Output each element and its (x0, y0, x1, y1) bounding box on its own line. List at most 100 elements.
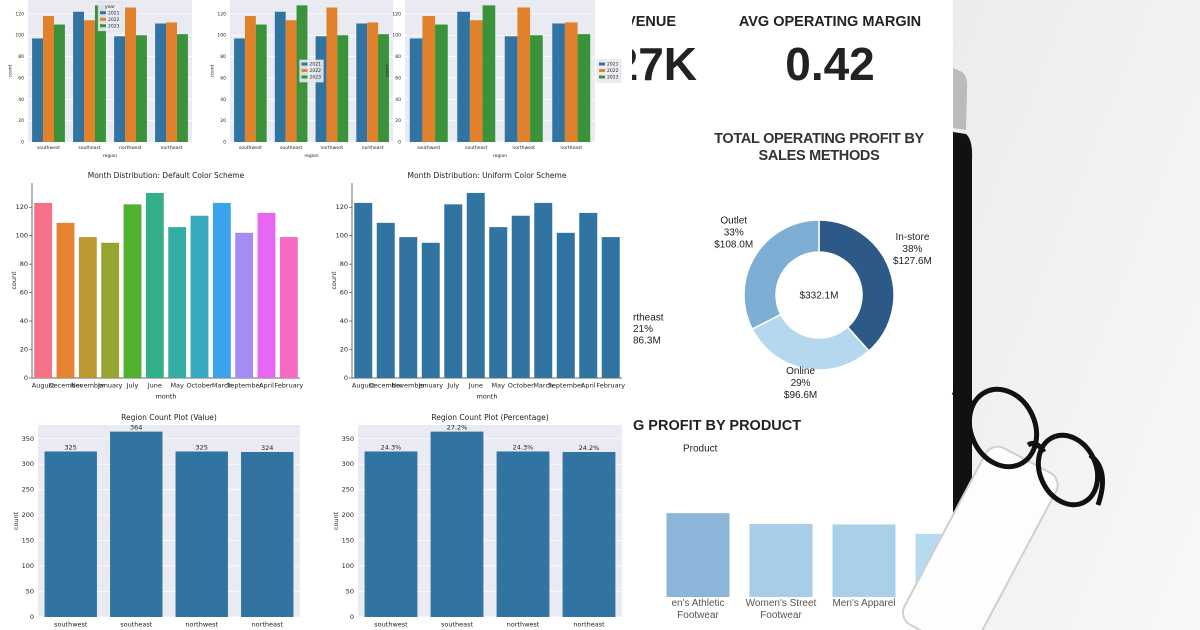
legend-box (97, 1, 123, 32)
x-tick-label: Men's Apparel (832, 598, 896, 609)
bar (564, 22, 578, 143)
y-tick-label: 0 (30, 613, 34, 621)
x-tick-label: southeast (465, 145, 487, 151)
bar (166, 22, 177, 143)
cropped-label: rtheast (633, 313, 664, 324)
value-label: 325 (65, 443, 77, 451)
y-axis-label: count (12, 511, 20, 530)
y-tick-label: 100 (217, 33, 226, 39)
x-tick-label: October (508, 382, 534, 390)
bar (530, 35, 543, 143)
bar (44, 451, 97, 617)
x-tick-label: August (32, 382, 55, 390)
x-tick-label: northwest (507, 621, 540, 629)
x-tick-label: southeast (441, 621, 474, 629)
x-tick-label: southwest (54, 621, 88, 629)
legend-swatch (301, 75, 308, 79)
bar (190, 215, 209, 378)
y-axis-label: count (210, 64, 216, 77)
x-tick-label: September (548, 382, 584, 390)
bar (356, 23, 368, 142)
bar (749, 524, 813, 597)
y-tick-label: 100 (392, 33, 401, 39)
bar (257, 212, 276, 378)
chart-title: TOTAL OPERATING PROFIT BY SALES METHODS (714, 131, 924, 164)
bar (34, 202, 53, 378)
bar (562, 451, 616, 617)
y-axis-label: count (330, 271, 338, 290)
slice-label: In-store (895, 232, 929, 243)
legend-label: 2021 (607, 62, 619, 68)
x-tick-label: April (259, 382, 274, 390)
x-axis-label: region (304, 153, 318, 159)
bar (56, 222, 75, 378)
bar (84, 20, 95, 143)
bar (176, 34, 188, 142)
bar (78, 237, 97, 378)
bar (94, 5, 106, 142)
legend-label: 2023 (310, 75, 322, 81)
x-tick-label: northwest (321, 145, 344, 151)
y-tick-label: 80 (20, 260, 28, 268)
y-tick-label: 0 (344, 374, 348, 382)
x-tick-label: May (492, 382, 506, 390)
x-tick-label: southwest (374, 621, 408, 629)
bar (832, 524, 896, 597)
legend-label: 2022 (310, 68, 322, 74)
cropped-label: 86.3M (633, 336, 661, 347)
value-label: 364 (130, 424, 142, 432)
bar (517, 7, 531, 143)
legend-title: Product (683, 444, 718, 455)
y-tick-label: 0 (21, 140, 24, 146)
x-tick-label: December (49, 382, 83, 390)
kpi-value: 27K (613, 38, 697, 90)
y-tick-label: 20 (395, 118, 401, 124)
x-tick-label: November (71, 382, 105, 390)
bar (337, 35, 349, 143)
bar (241, 451, 294, 617)
x-axis-label: region (103, 153, 117, 159)
y-tick-label: 350 (22, 435, 34, 443)
x-tick-label: March (212, 382, 232, 390)
y-tick-label: 50 (346, 588, 354, 596)
x-tick-label-box: en's Athletic Footwear (671, 598, 724, 621)
chart-title-box: TOTAL OPERATING PROFIT BY SALES METHODS (714, 131, 924, 164)
y-tick-label: 200 (342, 511, 354, 519)
pie-slice (818, 219, 895, 353)
bar (125, 7, 136, 143)
value-label: 24.3% (381, 443, 402, 451)
x-axis-label: region (493, 153, 507, 159)
x-tick-label: June (468, 382, 483, 390)
bar (421, 242, 440, 378)
x-tick-label: March (533, 382, 553, 390)
bar (444, 204, 463, 378)
bar (326, 7, 338, 143)
bar (466, 192, 485, 378)
bar (482, 5, 496, 142)
y-axis-label: count (10, 271, 18, 290)
y-axis-label: count (332, 511, 340, 530)
tablet-corner (953, 68, 968, 130)
x-tick-label: November (391, 382, 425, 390)
value-label: 24.3% (513, 443, 534, 451)
y-tick-label: 40 (220, 97, 226, 103)
y-tick-label: 80 (395, 54, 401, 60)
value-label: 325 (196, 443, 208, 451)
bar (504, 36, 518, 142)
x-axis-label: month (476, 392, 497, 400)
x-tick-label: northwest (185, 621, 218, 629)
photo (901, 0, 1200, 630)
legend-swatch (100, 17, 106, 21)
y-tick-label: 120 (16, 203, 28, 211)
legend-swatch (599, 69, 605, 72)
bar (212, 202, 231, 378)
bar (422, 16, 436, 142)
bar (534, 202, 553, 378)
y-tick-label: 120 (336, 203, 348, 211)
y-tick-label: 120 (392, 11, 401, 17)
bar (43, 16, 54, 142)
y-tick-label: 120 (15, 11, 24, 17)
legend-label: 2022 (108, 17, 120, 23)
